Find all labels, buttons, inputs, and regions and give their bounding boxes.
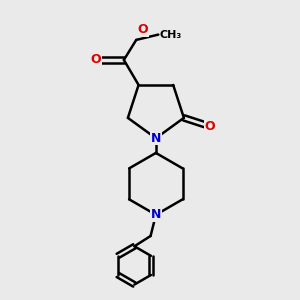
Text: O: O <box>205 120 215 133</box>
Text: O: O <box>90 53 101 66</box>
Text: N: N <box>151 208 161 221</box>
Text: O: O <box>138 23 148 36</box>
Text: CH₃: CH₃ <box>160 30 182 40</box>
Text: N: N <box>151 132 161 145</box>
